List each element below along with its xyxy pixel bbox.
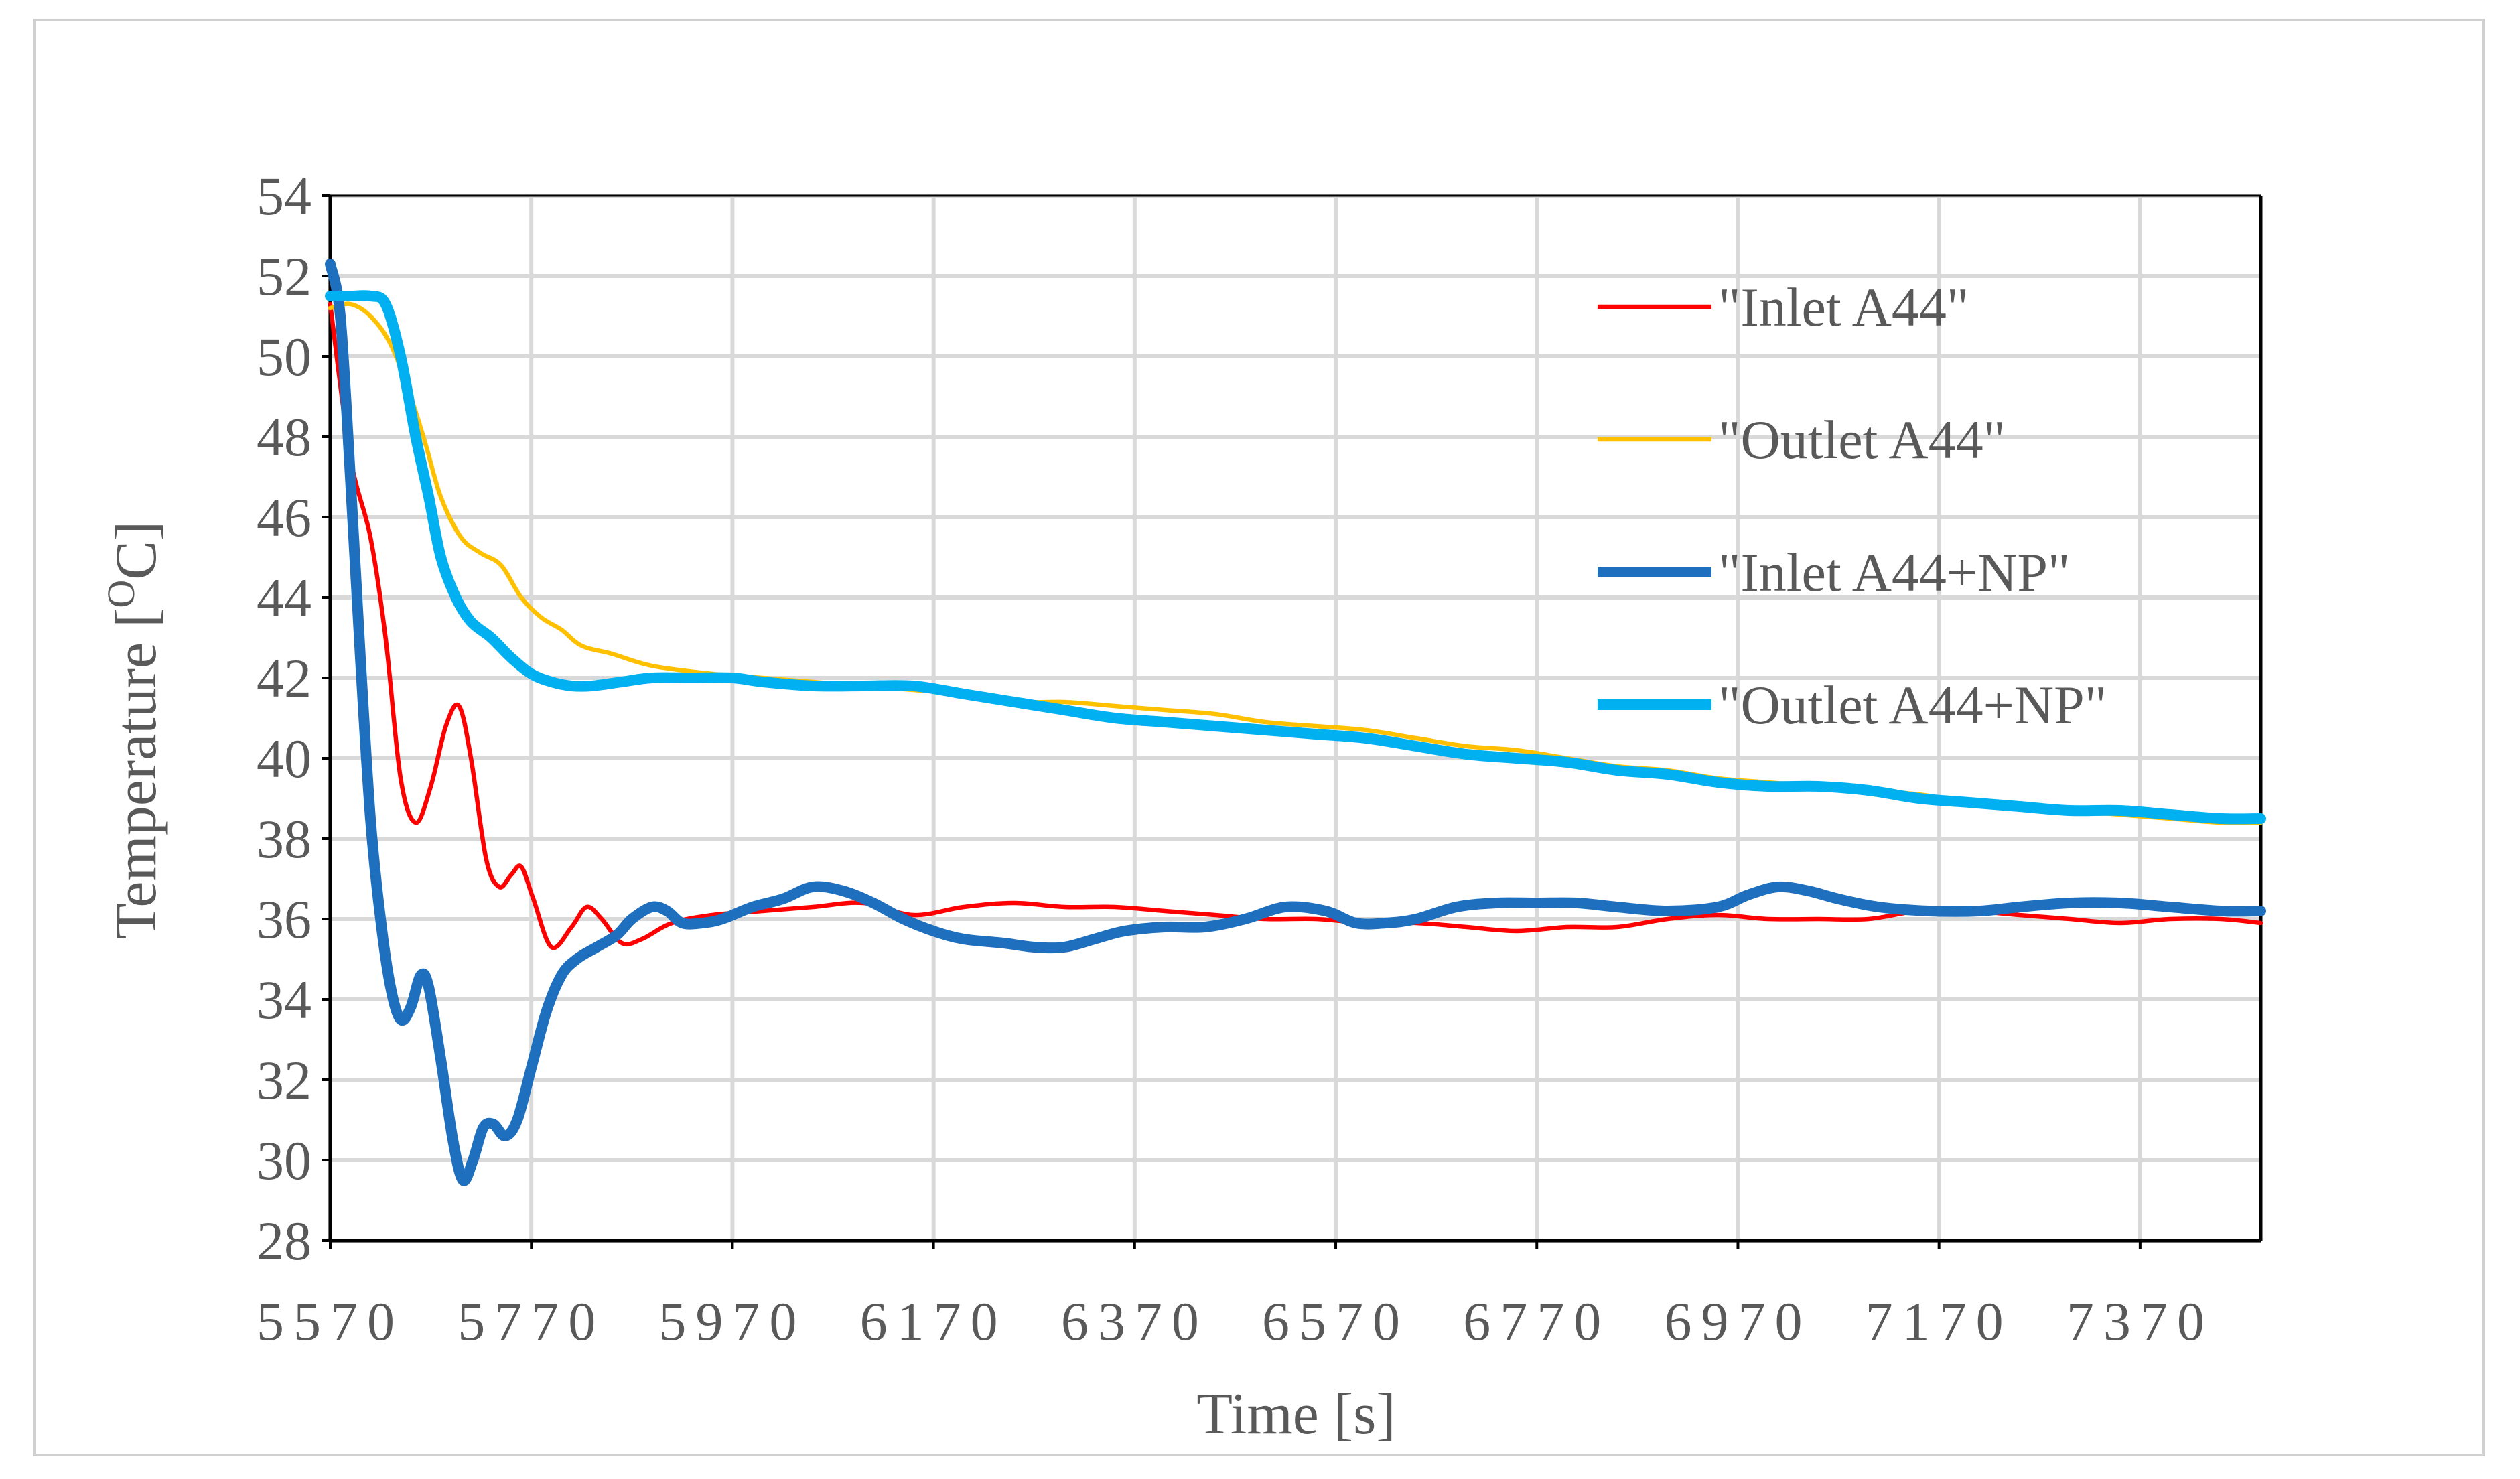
series-line-1: [328, 301, 2263, 950]
x-tick-label: 6770: [1463, 1291, 1610, 1352]
x-tick-label: 7170: [1866, 1291, 2013, 1352]
y-tick-label: 28: [257, 1210, 311, 1271]
y-axis-title-sup: O: [99, 580, 143, 608]
x-tick-label: 5970: [658, 1291, 806, 1352]
legend: "Inlet A44" "Outlet A44" "Inlet A44+NP" "Ou…: [1598, 277, 2107, 735]
series-lines: [325, 259, 2266, 1186]
legend-label: "Outlet A44+NP": [1718, 675, 2107, 735]
y-tick-label: 40: [257, 728, 311, 789]
y-tick-label: 42: [257, 648, 311, 709]
x-tick-label: 6970: [1664, 1291, 1811, 1352]
legend-label: "Inlet A44": [1718, 277, 1969, 338]
y-axis-title-end: C]: [104, 521, 169, 580]
series-line-4: [325, 290, 2266, 825]
axes: [322, 194, 2263, 1249]
y-axis-title-main: Temperature [: [104, 608, 169, 940]
x-tick-label: 5570: [257, 1291, 404, 1352]
x-tick-label: 7370: [2067, 1291, 2214, 1352]
y-tick-labels: 28 30 32 34 36 38 40 42 44 46 48 50 52 54: [257, 165, 311, 1271]
y-tick-label: 44: [257, 567, 311, 628]
y-tick-label: 34: [257, 969, 311, 1030]
y-axis-title: Temperature [OC]: [99, 521, 169, 940]
legend-label: "Inlet A44+NP": [1718, 542, 2070, 603]
y-tick-label: 48: [257, 407, 311, 468]
x-tick-label: 5770: [458, 1291, 605, 1352]
y-tick-label: 36: [257, 889, 311, 950]
legend-label: "Outlet A44": [1718, 409, 2006, 470]
y-tick-label: 38: [257, 808, 311, 869]
y-tick-label: 32: [257, 1050, 311, 1111]
series-line-3: [325, 259, 2266, 1186]
y-tick-label: 52: [257, 246, 311, 307]
y-tick-label: 50: [257, 326, 311, 387]
x-tick-labels: 5570 5770 5970 6170 6370 6570 6770 6970 7170 7370: [257, 1291, 2214, 1352]
x-axis-title: Time [s]: [1196, 1382, 1395, 1447]
y-tick-label: 30: [257, 1130, 311, 1191]
x-tick-label: 6570: [1262, 1291, 1409, 1352]
x-tick-label: 6170: [860, 1291, 1007, 1352]
x-tick-label: 6370: [1061, 1291, 1208, 1352]
y-tick-label: 46: [257, 487, 311, 548]
y-tick-label: 54: [257, 165, 311, 226]
